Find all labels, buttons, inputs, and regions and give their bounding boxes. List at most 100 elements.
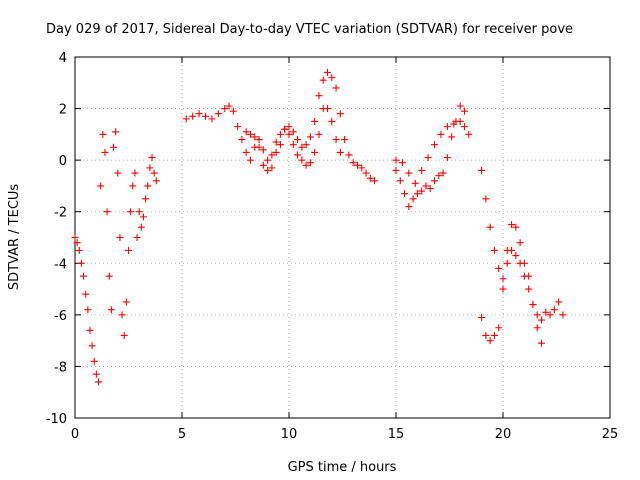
data-point (366, 174, 374, 182)
y-tick-label: 0 (59, 154, 67, 169)
data-point (264, 166, 272, 174)
data-point (529, 301, 537, 309)
data-point (127, 208, 135, 216)
data-point (396, 177, 404, 185)
data-point (431, 177, 439, 185)
data-point (311, 148, 319, 156)
x-axis-label: GPS time / hours (288, 460, 397, 475)
data-point (88, 342, 96, 350)
data-point (246, 156, 254, 164)
data-point (272, 148, 280, 156)
data-point (319, 76, 327, 84)
data-point (268, 151, 276, 159)
data-point (251, 133, 259, 141)
y-tick-label: 4 (59, 51, 67, 66)
data-point (315, 92, 323, 100)
data-point (448, 133, 456, 141)
data-point (353, 161, 361, 169)
data-point (276, 130, 284, 138)
data-point (358, 164, 366, 172)
x-tick-label: 20 (495, 427, 512, 442)
x-tick-label: 5 (178, 427, 186, 442)
data-point (362, 169, 370, 177)
data-point (499, 275, 507, 283)
data-point (238, 136, 246, 144)
data-point (125, 246, 132, 254)
data-point (221, 105, 229, 113)
data-point (328, 117, 336, 125)
data-point (298, 143, 306, 151)
data-point (214, 110, 222, 118)
data-point (409, 195, 417, 203)
data-point (499, 285, 507, 293)
y-tick-label: -10 (46, 412, 67, 427)
y-tick-label: -6 (54, 309, 67, 324)
data-point (294, 151, 302, 159)
data-point (478, 313, 486, 321)
data-point (533, 324, 541, 332)
data-point (285, 123, 293, 131)
data-point (289, 141, 297, 149)
data-point (92, 370, 100, 378)
series-group (182, 68, 379, 185)
data-point (538, 339, 546, 347)
data-point (268, 164, 276, 172)
series-group (71, 128, 160, 386)
data-point (336, 110, 344, 118)
data-point (246, 130, 254, 138)
data-point (371, 177, 379, 185)
data-point (525, 285, 533, 293)
data-point (538, 316, 546, 324)
x-tick-label: 0 (71, 427, 79, 442)
data-point (142, 195, 150, 203)
data-point (503, 246, 511, 254)
data-point (97, 182, 105, 190)
data-point (110, 143, 118, 151)
x-tick-label: 15 (388, 427, 405, 442)
data-point (520, 259, 528, 267)
data-point (234, 123, 242, 131)
data-point (107, 306, 115, 314)
data-point (392, 166, 400, 174)
data-point (281, 125, 289, 133)
data-point (490, 246, 498, 254)
data-point (418, 166, 426, 174)
data-point (392, 156, 400, 164)
data-point (456, 102, 464, 110)
data-point (482, 331, 490, 339)
data-point (195, 110, 203, 118)
y-tick-label: -2 (54, 206, 67, 221)
data-point (413, 190, 421, 198)
data-point (426, 185, 434, 193)
series-group (392, 102, 468, 211)
x-tick-label: 10 (281, 427, 298, 442)
data-point (332, 84, 340, 92)
data-point (336, 148, 344, 156)
data-point (112, 128, 120, 136)
data-point (114, 169, 122, 177)
series-group (242, 105, 344, 174)
data-point (105, 272, 113, 280)
data-point (255, 143, 263, 151)
data-point (302, 141, 310, 149)
data-point (512, 252, 520, 260)
data-point (129, 182, 137, 190)
data-point (120, 331, 128, 339)
y-tick-label: -8 (54, 360, 67, 375)
data-point (559, 311, 567, 319)
data-point (546, 311, 554, 319)
data-point (482, 195, 490, 203)
y-tick-label: -4 (54, 257, 67, 272)
data-point (490, 331, 498, 339)
data-point (503, 259, 511, 267)
data-point (84, 306, 92, 314)
data-point (495, 264, 503, 272)
data-point (289, 128, 297, 136)
data-point (242, 128, 250, 136)
data-point (478, 166, 486, 174)
data-point (435, 172, 443, 180)
data-point (555, 298, 563, 306)
data-point (259, 146, 267, 154)
data-point (460, 107, 468, 115)
series-group (478, 221, 567, 347)
